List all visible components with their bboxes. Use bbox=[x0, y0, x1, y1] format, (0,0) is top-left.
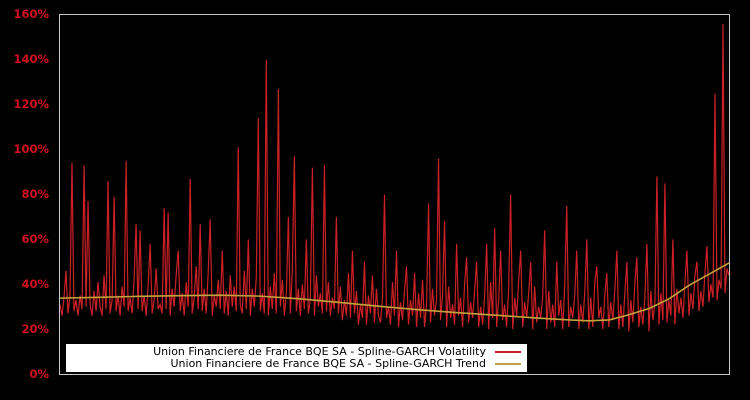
legend-entry-label: Union Financiere de France BQE SA - Spli… bbox=[170, 357, 487, 370]
y-tick-label-20: 20% bbox=[21, 322, 49, 336]
y-tick-label-140: 140% bbox=[13, 52, 49, 66]
y-tick-label-0: 0% bbox=[29, 367, 49, 381]
legend-line-swatch-volatility bbox=[495, 351, 521, 353]
legend-entry-volatility: Union Financiere de France BQE SA - Spli… bbox=[70, 346, 521, 358]
plot-area bbox=[59, 14, 730, 375]
legend-entry-trend: Union Financiere de France BQE SA - Spli… bbox=[70, 358, 521, 370]
y-tick-label-120: 120% bbox=[13, 97, 49, 111]
chart-canvas bbox=[60, 23, 729, 332]
y-tick-label-100: 100% bbox=[13, 142, 49, 156]
trend-series-line bbox=[60, 262, 729, 322]
y-tick-label-80: 80% bbox=[21, 187, 49, 201]
y-tick-label-40: 40% bbox=[21, 277, 49, 291]
volatility-series-line bbox=[60, 23, 729, 332]
legend-line-swatch-trend bbox=[495, 363, 521, 365]
legend-entry-label: Union Financiere de France BQE SA - Spli… bbox=[153, 345, 486, 358]
y-axis: 0% 20% 40% 60% 80% 100% 120% 140% 160% bbox=[0, 0, 51, 400]
y-tick-label-160: 160% bbox=[13, 7, 49, 21]
legend: Union Financiere de France BQE SA - Spli… bbox=[66, 344, 527, 372]
y-tick-label-60: 60% bbox=[21, 232, 49, 246]
